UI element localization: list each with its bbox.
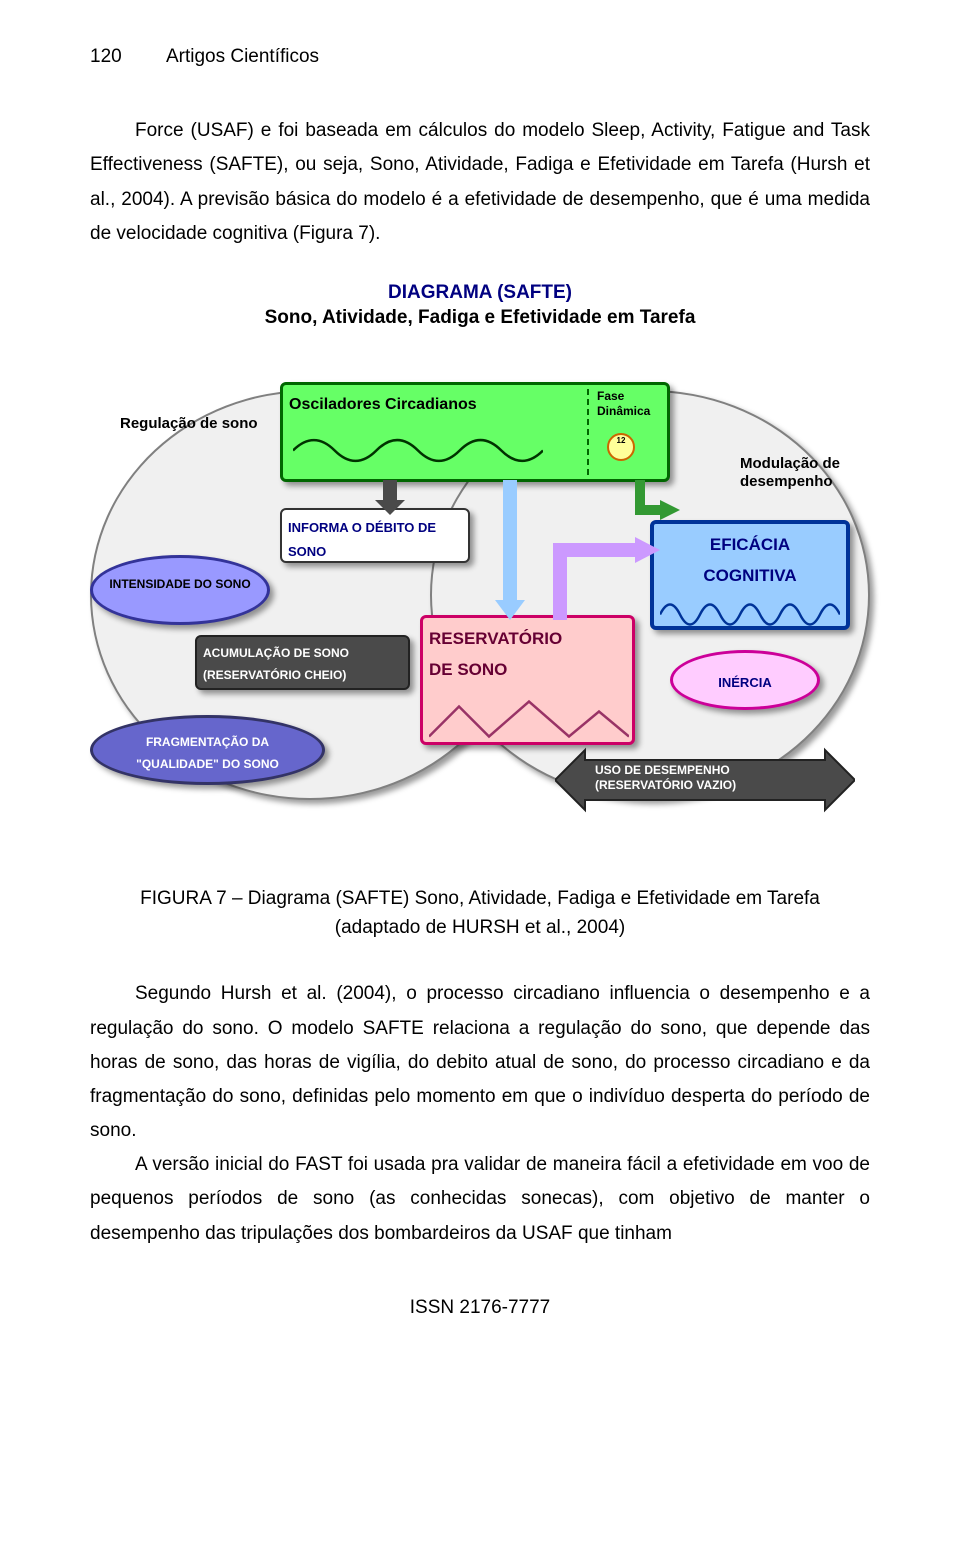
arrow-violet-reserv-to-eficacia (550, 525, 660, 625)
acumulacao-box: ACUMULAÇÃO DE SONO (RESERVATÓRIO CHEIO) (195, 635, 410, 690)
inercia-ellipse: INÉRCIA (670, 650, 820, 710)
acumulacao-l2: (RESERVATÓRIO CHEIO) (203, 665, 402, 687)
acumulacao-l1: ACUMULAÇÃO DE SONO (203, 643, 402, 665)
diagram-title-line2: Sono, Atividade, Fadiga e Efetividade em… (90, 306, 870, 331)
inercia-text: INÉRCIA (718, 675, 771, 690)
wave-icon (293, 423, 543, 478)
arrow-darkgray-down (375, 480, 405, 515)
fase-label: Fase Dinâmica (597, 389, 657, 418)
arrow-green-to-eficacia (630, 480, 680, 525)
figure-caption: FIGURA 7 – Diagrama (SAFTE) Sono, Ativid… (90, 885, 870, 942)
paragraph-1-text: Force (USAF) e foi baseada em cálculos d… (90, 114, 870, 251)
osciladores-text: Osciladores Circadianos (289, 396, 477, 413)
osciladores-box: Osciladores Circadianos Fase Dinâmica 12 (280, 382, 670, 482)
intensidade-text: INTENSIDADE DO SONO (109, 577, 250, 591)
intensidade-ellipse: INTENSIDADE DO SONO (90, 555, 270, 625)
uso-l2: (RESERVATÓRIO VAZIO) (595, 778, 815, 792)
eficacia-box: EFICÁCIA COGNITIVA (650, 520, 850, 630)
diagram-title-line1: DIAGRAMA (SAFTE) (90, 281, 870, 306)
eficacia-wave-icon (660, 592, 840, 637)
reservatorio-box: RESERVATÓRIO DE SONO (420, 615, 635, 745)
lower-paragraphs: Segundo Hursh et al. (2004), o processo … (90, 977, 870, 1251)
fragmentacao-ellipse: FRAGMENTAÇÃO DA "QUALIDADE" DO SONO (90, 715, 325, 785)
fragmentacao-l2: "QUALIDADE" DO SONO (93, 754, 322, 776)
issn-footer: ISSN 2176-7777 (90, 1291, 870, 1325)
uso-l1: USO DE DESEMPENHO (595, 763, 815, 777)
modulacao-label: Modulação de desempenho (740, 455, 860, 491)
regulacao-label: Regulação de sono (120, 415, 258, 433)
fragmentacao-l1: FRAGMENTAÇÃO DA (93, 732, 322, 754)
clock-icon: 12 (607, 433, 635, 461)
informa-text: INFORMA O DÉBITO DE SONO (288, 516, 462, 563)
header-title: Artigos Científicos (166, 46, 319, 67)
page-header: 120 Artigos Científicos (90, 40, 870, 74)
eficacia-l2: COGNITIVA (660, 561, 840, 592)
arrow-lightblue-down (495, 480, 525, 620)
page-number: 120 (90, 46, 122, 67)
paragraph-3-text: A versão inicial do FAST foi usada pra v… (90, 1148, 870, 1251)
uso-label: USO DE DESEMPENHO (RESERVATÓRIO VAZIO) (595, 763, 815, 792)
diagram-title: DIAGRAMA (SAFTE) Sono, Atividade, Fadiga… (90, 281, 870, 330)
safte-diagram: Regulação de sono Modulação de desempenh… (90, 360, 870, 850)
paragraph-2-text: Segundo Hursh et al. (2004), o processo … (90, 977, 870, 1148)
reservatorio-wave-icon (429, 694, 629, 749)
informa-box: INFORMA O DÉBITO DE SONO (280, 508, 470, 563)
eficacia-l1: EFICÁCIA (660, 530, 840, 561)
paragraph-1: Force (USAF) e foi baseada em cálculos d… (90, 114, 870, 251)
reservatorio-l2: DE SONO (429, 655, 626, 686)
reservatorio-l1: RESERVATÓRIO (429, 624, 626, 655)
